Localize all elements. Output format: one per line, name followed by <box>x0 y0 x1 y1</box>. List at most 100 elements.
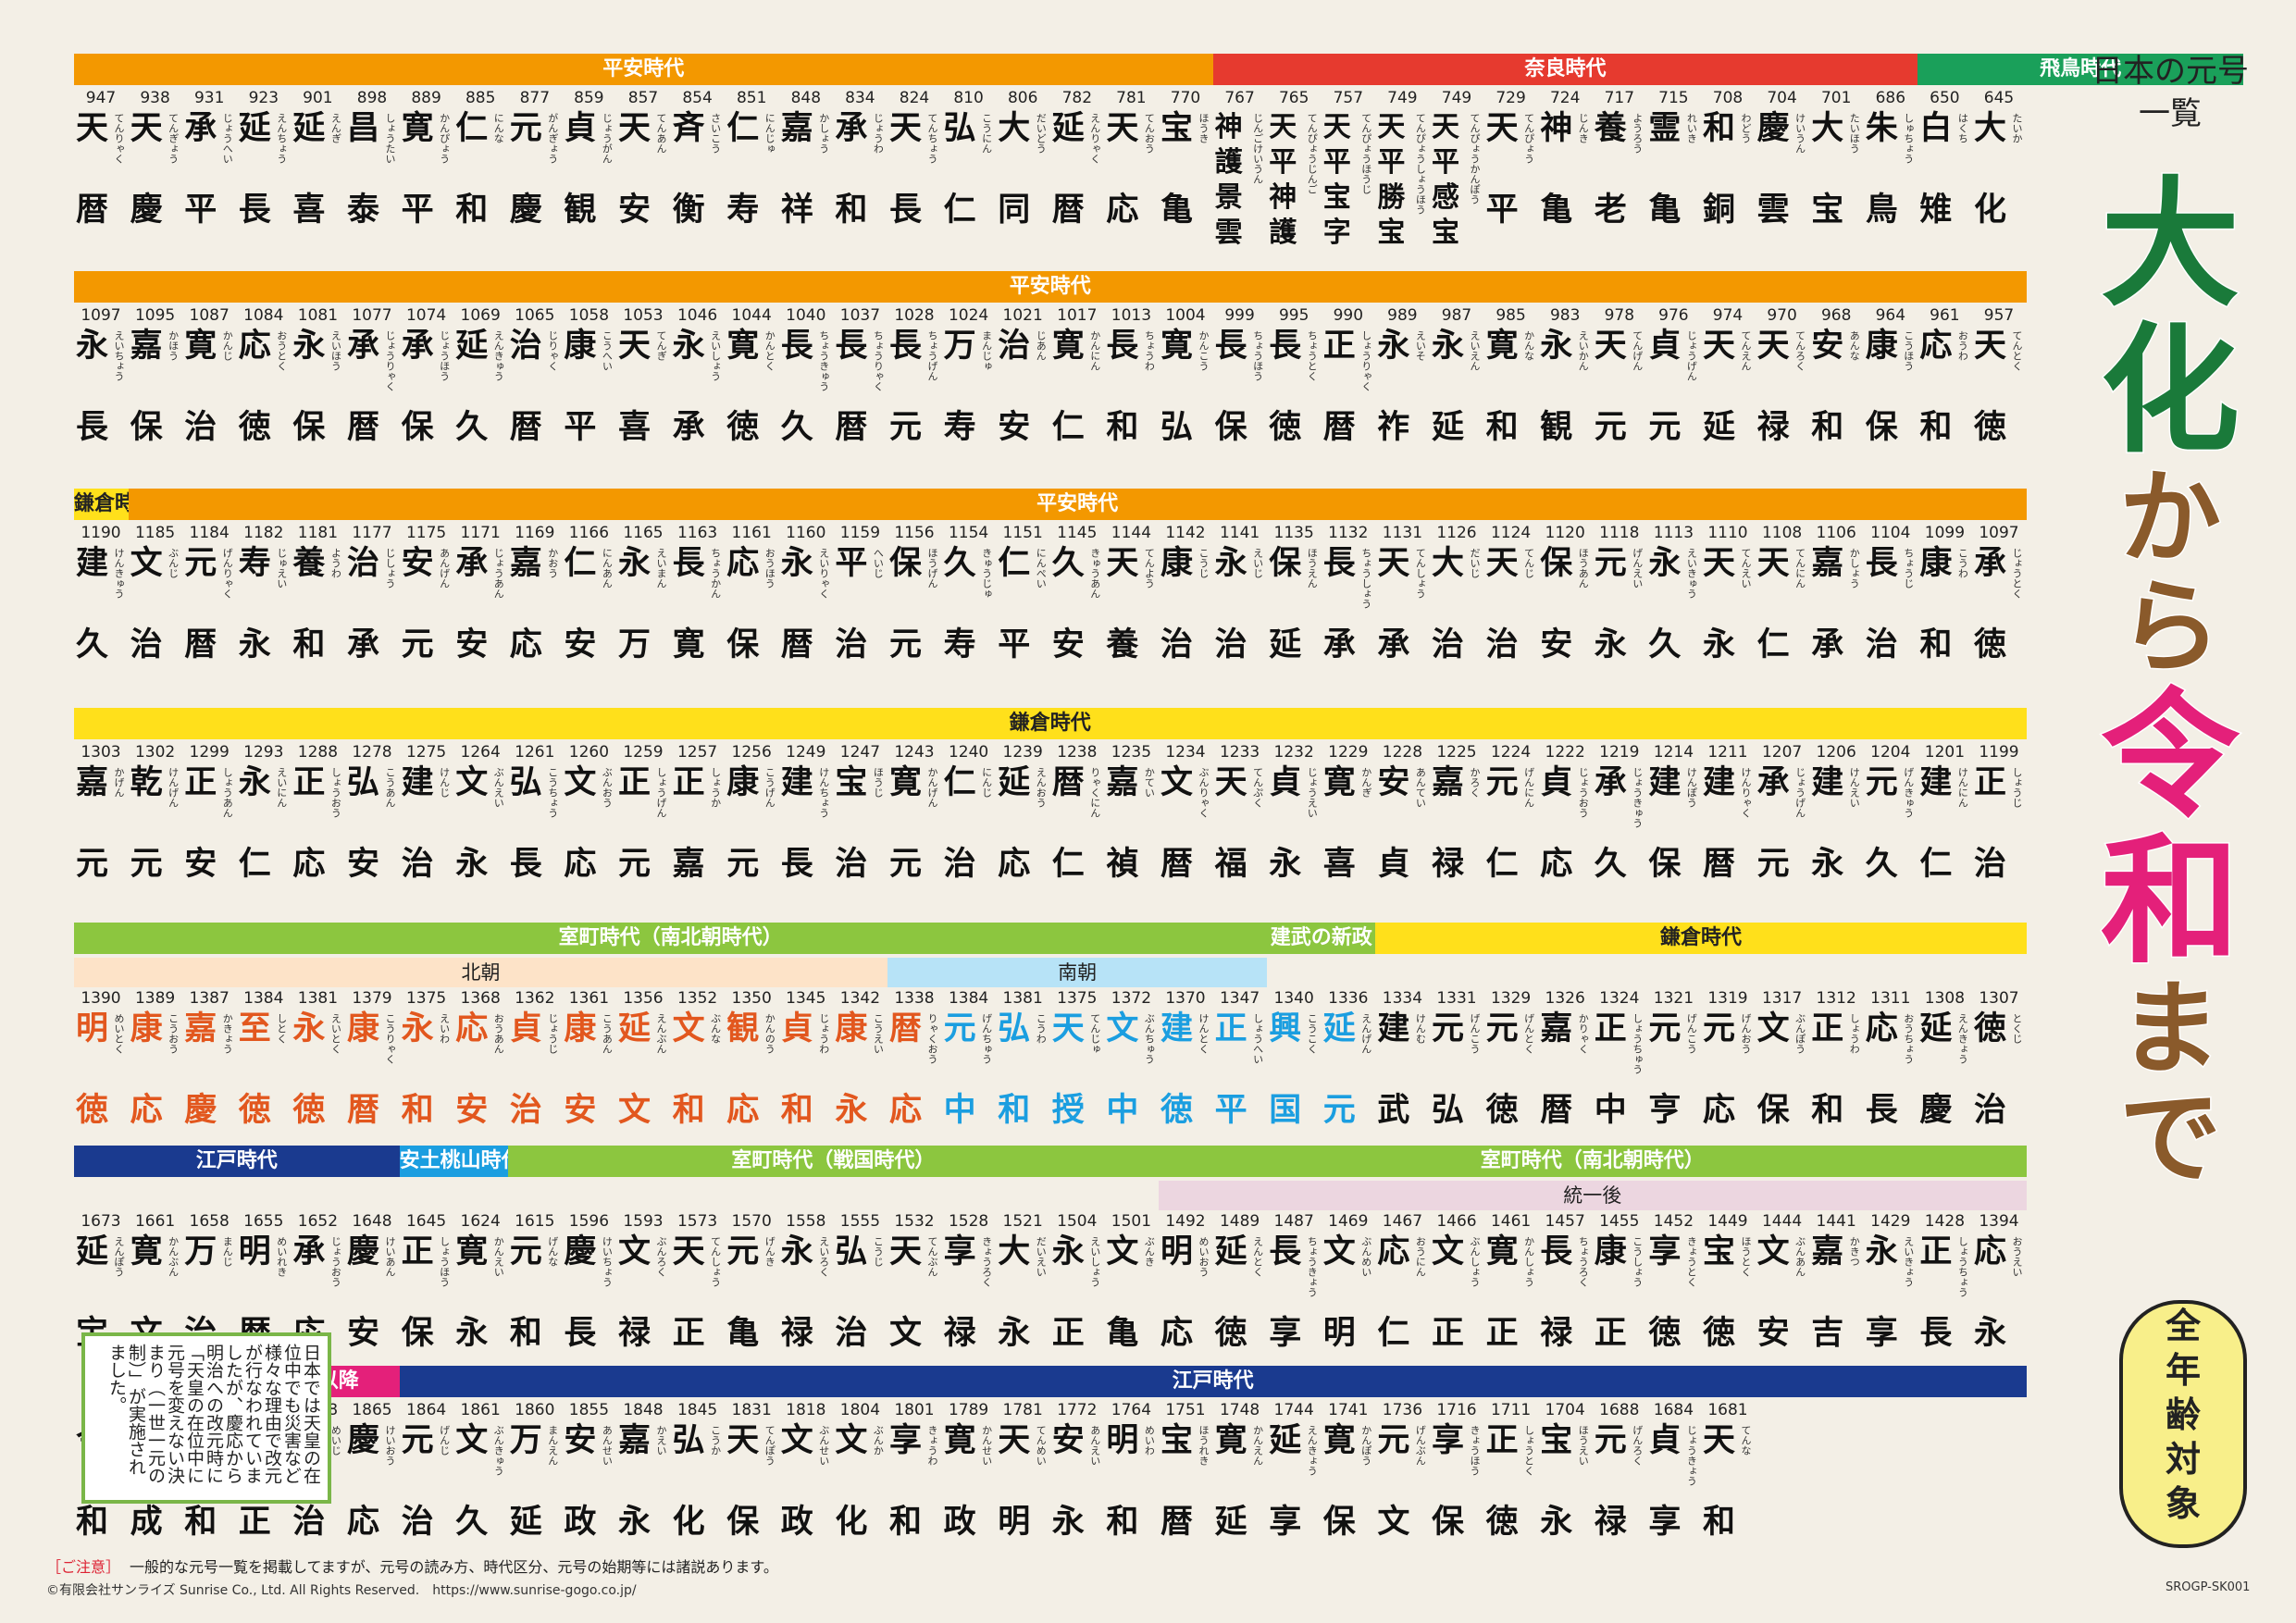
era-kanji-2: 化 <box>1974 192 2007 229</box>
era-kanji-2: 明 <box>1322 1315 1356 1352</box>
era-cell: 1097 承徳 じょうとく <box>1972 524 2026 709</box>
era-reading: こうおう <box>167 1013 180 1054</box>
era-cell: 1748 寛延 かんえん <box>1213 1401 1267 1586</box>
era-kanji-2: 祥 <box>780 192 813 229</box>
era-cell: 1169 嘉応 かおう <box>508 524 562 709</box>
era-kanji-2: 吉 <box>1811 1315 1844 1352</box>
era-kanji-1: 延 <box>1269 1422 1302 1459</box>
era-year: 1744 <box>1273 1401 1314 1419</box>
era-reading: えいにん <box>275 767 288 808</box>
era-kanji-2: 文 <box>618 1092 652 1129</box>
era-reading: ちょうきゅう <box>817 330 830 391</box>
era-year: 851 <box>736 89 767 107</box>
era-reading: てんちょう <box>926 113 938 164</box>
era-year: 1455 <box>1599 1212 1640 1231</box>
era-reading: あんえい <box>1088 1425 1101 1466</box>
era-kanji-2: 久 <box>1594 846 1627 883</box>
era-kanji: 平 <box>1377 146 1406 179</box>
era-kanji-1: 貞 <box>1648 1422 1682 1459</box>
period-band: 建武の新政 <box>1267 923 1376 954</box>
era-kanji-1: 弘 <box>998 1010 1031 1047</box>
big-title: 大化から令和まで <box>2054 170 2286 1195</box>
era-year: 1204 <box>1870 743 1911 762</box>
era-kanji-1: 正 <box>1214 1010 1247 1047</box>
era-reading: かきつ <box>1848 1236 1861 1267</box>
era-kanji-2: 応 <box>564 846 597 883</box>
era-reading: えいほう <box>329 330 342 371</box>
era-kanji-2: 安 <box>455 1092 489 1129</box>
era-year: 1201 <box>1924 743 1966 762</box>
era-cell: 1741 寛保 かんぽう <box>1322 1401 1375 1586</box>
era-kanji-1: 文 <box>1756 1233 1790 1270</box>
era-kanji-1: 嘉 <box>1811 545 1844 582</box>
era-year: 1389 <box>134 989 176 1008</box>
era-reading: しょうとく <box>1522 1425 1535 1476</box>
era-cell: 1831 天保 てんぽう <box>725 1401 778 1586</box>
era-reading: ぶんあん <box>1793 1236 1806 1277</box>
era-kanji-1: 寛 <box>1322 1422 1356 1459</box>
era-kanji-1: 嘉 <box>780 110 813 147</box>
period-band: 平安時代 <box>74 54 1213 85</box>
era-cell: 1024 万寿 まんじゅ <box>942 306 996 491</box>
era-year: 1864 <box>405 1401 447 1419</box>
age-badge: 全年齢対象 <box>2119 1300 2247 1548</box>
era-kanji-1: 延 <box>455 328 489 365</box>
era-cell: 1307 徳治 とくじ <box>1972 989 2026 1174</box>
era-kanji-2: 保 <box>292 409 326 446</box>
era-kanji-2: 享 <box>1269 1315 1302 1352</box>
era-cell: 1855 安政 あんせい <box>562 1401 615 1586</box>
era-kanji-2: 長 <box>1919 1315 1953 1352</box>
era-cell: 1684 貞享 じょうきょう <box>1646 1401 1700 1586</box>
era-kanji-1: 興 <box>1269 1010 1302 1047</box>
era-reading: ほうあん <box>1577 548 1590 588</box>
era-kanji-2: 長 <box>238 192 271 229</box>
era-year: 1532 <box>894 1212 935 1231</box>
era-year: 1224 <box>1490 743 1532 762</box>
era-reading: てんぴょう <box>1522 113 1535 164</box>
era-kanji-1: 天 <box>1594 328 1627 365</box>
era-kanji-2: 仁 <box>1377 1315 1410 1352</box>
era-kanji-1: 宝 <box>1540 1422 1573 1459</box>
era-kanji-1: 正 <box>1322 328 1356 365</box>
era-kanji-1: 弘 <box>943 110 976 147</box>
era-kanji-2: 武 <box>1377 1092 1410 1129</box>
era-kanji-1: 承 <box>1594 764 1627 801</box>
era-reading: けんちょう <box>817 767 830 818</box>
era-cell: 1259 正元 しょうげん <box>616 743 670 928</box>
era-reading: けんとく <box>1198 1013 1210 1054</box>
era-kanji-1: 延 <box>1919 1010 1953 1047</box>
era-cell: 1311 応長 おうちょう <box>1864 989 1917 1174</box>
era-kanji-1: 神 <box>1540 110 1573 147</box>
era-year: 1429 <box>1870 1212 1911 1231</box>
era-year: 824 <box>899 89 930 107</box>
era-reading: ちょうろく <box>1577 1236 1590 1287</box>
era-cell: 1118 元永 げんえい <box>1593 524 1646 709</box>
era-kanji-2: 仁 <box>1919 846 1953 883</box>
era-kanji-2: 平 <box>564 409 597 446</box>
era-reading: えいろく <box>817 1236 830 1277</box>
era-cell: 1845 弘化 こうか <box>671 1401 725 1586</box>
era-year: 1804 <box>839 1401 881 1419</box>
era-kanji-1: 大 <box>998 110 1031 147</box>
era-year: 877 <box>519 89 551 107</box>
era-kanji-2: 治 <box>1160 626 1194 663</box>
era-cell: 1131 天承 てんしょう <box>1375 524 1429 709</box>
era-kanji-1: 天 <box>1974 328 2007 365</box>
era-reading: ぶんな <box>709 1013 722 1044</box>
era-year: 1171 <box>460 524 501 542</box>
era-reading: じょうわ <box>872 113 885 154</box>
era-kanji-1: 天 <box>1703 1422 1736 1459</box>
era-cell: 1764 明和 めいわ <box>1104 1401 1158 1586</box>
era-year: 1789 <box>948 1401 989 1419</box>
era-reading: ほうじ <box>872 767 885 798</box>
page-title: 日本の元号 一覧 <box>2091 53 2249 132</box>
era-kanji-2: 和 <box>455 192 489 229</box>
era-kanji-1: 天 <box>889 110 923 147</box>
era-cell: 1160 永暦 えいりゃく <box>779 524 833 709</box>
era-year: 1615 <box>515 1212 555 1231</box>
era-kanji-1: 応 <box>726 545 760 582</box>
era-year: 854 <box>682 89 713 107</box>
era-kanji-1: 永 <box>238 764 271 801</box>
era-kanji-2: 和 <box>76 1504 109 1541</box>
era-cell: 1744 延享 えんきょう <box>1267 1401 1321 1586</box>
